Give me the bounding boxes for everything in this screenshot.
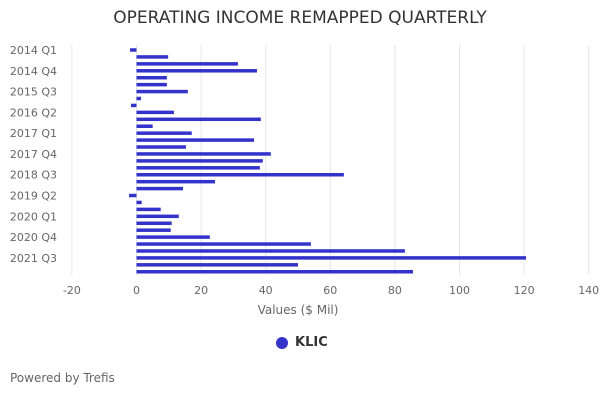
bar xyxy=(130,48,137,52)
bar xyxy=(136,166,260,170)
bar xyxy=(136,96,142,101)
bar xyxy=(136,242,311,246)
y-tick-label: 2015 Q3 xyxy=(10,86,57,99)
bar xyxy=(136,62,238,66)
bar xyxy=(131,103,137,108)
y-tick-label: 2019 Q2 xyxy=(10,190,57,203)
x-axis-label: Values ($ Mil) xyxy=(258,303,339,317)
x-tick-label: 20 xyxy=(194,284,208,297)
bar xyxy=(136,186,184,191)
bar xyxy=(136,110,174,115)
bar xyxy=(136,69,257,73)
bar xyxy=(136,256,527,260)
x-tick-label: 80 xyxy=(388,284,402,297)
bar xyxy=(136,124,153,128)
chart-title: OPERATING INCOME REMAPPED QUARTERLY xyxy=(113,8,487,28)
x-tick-label: 100 xyxy=(449,284,470,297)
bar xyxy=(136,82,167,87)
bar xyxy=(136,117,261,122)
x-tick-label: 120 xyxy=(514,284,535,297)
y-tick-label: 2017 Q1 xyxy=(10,127,57,140)
y-tick-label: 2016 Q2 xyxy=(10,106,57,119)
bar xyxy=(129,193,137,198)
bar xyxy=(136,75,167,80)
bar xyxy=(136,200,142,205)
x-tick-label: 40 xyxy=(259,284,273,297)
bar xyxy=(136,214,179,219)
bar xyxy=(136,55,169,59)
x-tick-label: 0 xyxy=(133,284,140,297)
bar xyxy=(136,249,405,253)
y-tick-label: 2014 Q4 xyxy=(10,65,57,78)
legend[interactable]: KLIC xyxy=(276,335,328,350)
bar xyxy=(136,221,172,225)
bar xyxy=(136,138,255,142)
bar xyxy=(136,172,344,177)
legend-label: KLIC xyxy=(295,335,328,350)
y-tick-label: 2018 Q3 xyxy=(10,169,57,182)
bar xyxy=(136,89,188,94)
bar xyxy=(136,228,171,232)
bar xyxy=(136,207,161,212)
y-tick-label: 2020 Q1 xyxy=(10,210,57,223)
bar xyxy=(136,145,186,149)
bar xyxy=(136,263,298,267)
x-tick-label: 60 xyxy=(323,284,337,297)
bar xyxy=(136,131,192,135)
bar xyxy=(136,152,271,156)
y-tick-label: 2020 Q4 xyxy=(10,231,57,244)
x-tick-label: -20 xyxy=(63,284,81,297)
x-tick-label: 140 xyxy=(578,284,599,297)
bar xyxy=(136,270,413,274)
y-tick-label: 2017 Q4 xyxy=(10,148,57,161)
bar xyxy=(136,235,210,239)
legend-marker xyxy=(276,336,288,349)
bar xyxy=(136,179,215,184)
footer-credit: Powered by Trefis xyxy=(10,371,115,385)
y-tick-label: 2014 Q1 xyxy=(10,44,57,57)
bar xyxy=(136,159,263,163)
y-tick-label: 2021 Q3 xyxy=(10,252,57,265)
